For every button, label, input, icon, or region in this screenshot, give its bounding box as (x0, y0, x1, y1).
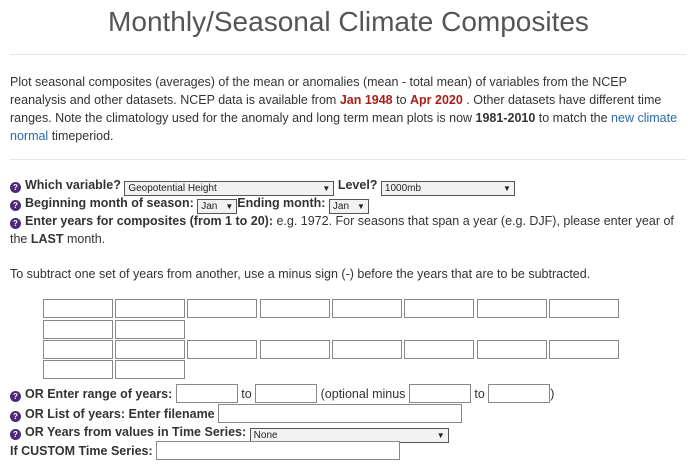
year-input[interactable] (43, 320, 113, 339)
list-row: ? OR List of years: Enter filename (10, 404, 463, 423)
end-month-select[interactable]: Jan ▼ (328, 199, 369, 214)
list-label: OR List of years: Enter filename (25, 407, 215, 421)
year-input[interactable] (187, 299, 257, 318)
year-input[interactable] (260, 299, 330, 318)
begin-month-select[interactable]: Jan ▼ (197, 199, 238, 214)
climate-normal-link[interactable]: new climate normal (10, 111, 678, 143)
custom-row: If CUSTOM Time Series: (10, 441, 401, 460)
chevron-down-icon: ▼ (503, 184, 511, 193)
chevron-down-icon: ▼ (356, 202, 365, 211)
year-input[interactable] (43, 340, 113, 359)
minus-range-start-input[interactable] (408, 384, 471, 403)
year-input[interactable] (477, 299, 547, 318)
year-input[interactable] (549, 340, 619, 359)
custom-label: If CUSTOM Time Series: (10, 444, 153, 458)
chevron-down-icon: ▼ (436, 431, 445, 440)
help-icon[interactable]: ? (10, 218, 21, 229)
year-input[interactable] (549, 299, 619, 318)
range-label: OR Enter range of years: (25, 387, 173, 401)
variable-select-value: Geopotential Height (128, 183, 217, 194)
help-icon[interactable]: ? (10, 182, 21, 193)
intro-part: . Other datasets have different time ran… (10, 93, 662, 125)
years-label: Enter years for composites (from 1 to 20… (25, 214, 273, 228)
intro-part: timeperiod. (48, 129, 114, 143)
custom-timeseries-input[interactable] (156, 441, 401, 460)
divider (10, 54, 686, 55)
years-row: ? Enter years for composites (from 1 to 2… (10, 212, 674, 230)
year-input[interactable] (332, 340, 402, 359)
intro-part: Plot seasonal composites (averages) of t… (10, 75, 627, 107)
end-month-value: Jan (332, 201, 350, 212)
year-input[interactable] (115, 360, 185, 379)
filename-input[interactable] (218, 404, 463, 423)
help-icon[interactable]: ? (10, 429, 21, 440)
data-end-date: Apr 2020 (410, 93, 463, 107)
timeseries-label: OR Years from values in Time Series: (25, 425, 247, 439)
variable-row: ? Which variable? Geopotential Height ▼ Le… (10, 176, 515, 196)
range-start-input[interactable] (175, 384, 238, 403)
year-input[interactable] (115, 320, 185, 339)
year-input[interactable] (404, 340, 474, 359)
year-input[interactable] (115, 299, 185, 318)
range-to-text: to (241, 387, 252, 401)
help-icon[interactable]: ? (10, 200, 21, 211)
begin-month-value: Jan (201, 201, 218, 212)
help-icon[interactable]: ? (10, 391, 21, 402)
help-icon[interactable]: ? (10, 411, 21, 422)
level-select-value: 1000mb (384, 183, 422, 194)
intro-text: Plot seasonal composites (averages) of t… (10, 73, 682, 145)
subtract-note: To subtract one set of years from anothe… (10, 267, 591, 281)
year-input[interactable] (115, 340, 185, 359)
years-help-text: e.g. 1972. For seasons that span a year … (272, 214, 674, 228)
years-help-text: the (10, 232, 31, 246)
begin-month-label: Beginning month of season: (25, 196, 194, 210)
chevron-down-icon: ▼ (225, 202, 234, 211)
range-end-input[interactable] (255, 384, 318, 403)
page-title: Monthly/Seasonal Climate Composites (108, 6, 589, 37)
minus-range-end-input[interactable] (488, 384, 551, 403)
year-input[interactable] (43, 299, 113, 318)
years-help-text: month. (63, 232, 106, 246)
year-input[interactable] (260, 340, 330, 359)
climatology-period: 1981-2010 (475, 111, 536, 125)
chevron-down-icon: ▼ (322, 184, 331, 193)
last-month-text: LAST (30, 232, 64, 246)
level-label: Level? (337, 178, 378, 192)
year-input[interactable] (187, 340, 257, 359)
end-month-label: Ending month: (237, 196, 326, 210)
range-optional-text: (optional minus (320, 387, 406, 401)
year-input[interactable] (332, 299, 402, 318)
data-start-date: Jan 1948 (339, 93, 393, 107)
intro-part: to match the (535, 111, 612, 125)
year-input[interactable] (477, 340, 547, 359)
level-select[interactable]: 1000mb ▼ (380, 181, 515, 196)
season-row: ? Beginning month of season: Jan ▼ Ending m… (10, 194, 369, 214)
range-row: ? OR Enter range of years: to (optional m… (10, 384, 554, 403)
timeseries-row: ? OR Years from values in Time Series: No… (10, 423, 449, 443)
year-input[interactable] (404, 299, 474, 318)
years-row-cont: the LAST month. (10, 230, 105, 248)
variable-select[interactable]: Geopotential Height ▼ (124, 181, 335, 196)
range-to-text: to (474, 387, 485, 401)
range-close-text: ) (550, 387, 555, 401)
divider (10, 159, 686, 160)
variable-label: Which variable? (25, 178, 121, 192)
intro-part: to (392, 93, 411, 107)
year-input[interactable] (43, 360, 113, 379)
timeseries-select-value: None (253, 430, 278, 441)
